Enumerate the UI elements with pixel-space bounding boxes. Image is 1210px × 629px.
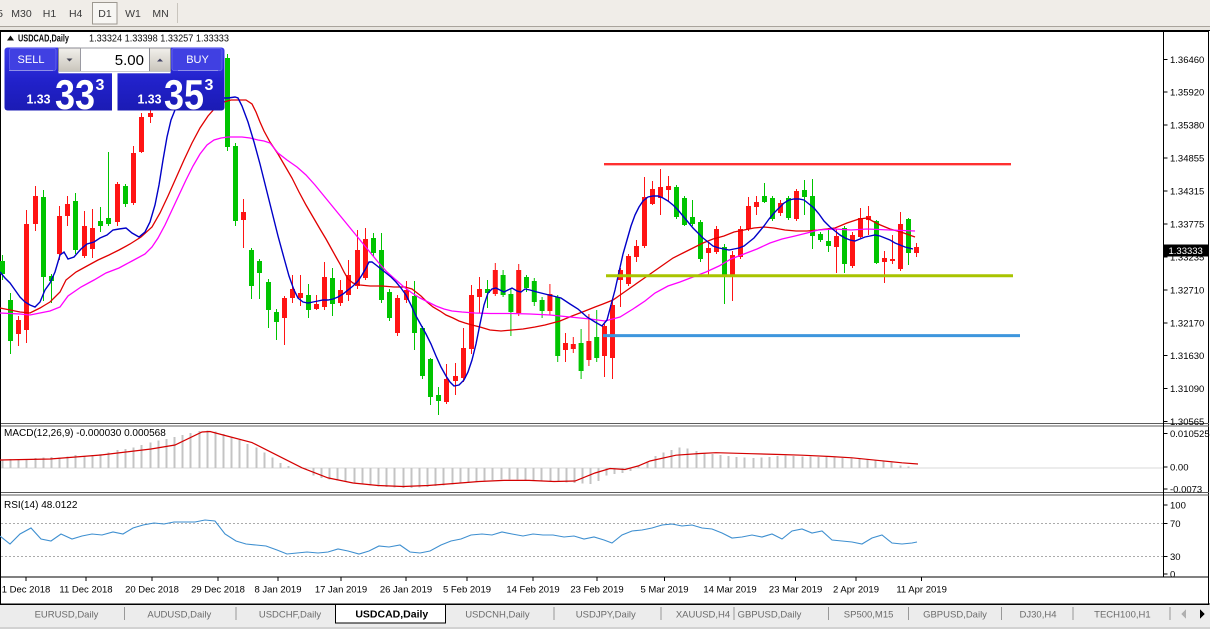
svg-text:5 Mar 2019: 5 Mar 2019 — [640, 585, 688, 596]
svg-text:35: 35 — [164, 71, 204, 118]
svg-text:3: 3 — [205, 77, 214, 94]
svg-text:8 Jan 2019: 8 Jan 2019 — [254, 585, 301, 596]
svg-text:1.31630: 1.31630 — [1170, 351, 1204, 362]
svg-text:1.33775: 1.33775 — [1170, 220, 1204, 231]
svg-text:1.33235: 1.33235 — [1170, 252, 1204, 263]
svg-text:USDCAD,Daily: USDCAD,Daily — [355, 609, 428, 621]
svg-text:23 Mar 2019: 23 Mar 2019 — [769, 585, 822, 596]
svg-text:1.35380: 1.35380 — [1170, 121, 1204, 132]
svg-text:1.33: 1.33 — [138, 92, 162, 107]
svg-text:USDCNH,Daily: USDCNH,Daily — [465, 610, 530, 621]
svg-text:SP500,M15: SP500,M15 — [844, 610, 894, 621]
svg-text:30: 30 — [1170, 552, 1181, 563]
svg-text:2 Apr 2019: 2 Apr 2019 — [833, 585, 879, 596]
svg-text:11 Dec 2018: 11 Dec 2018 — [59, 585, 112, 596]
svg-text:W1: W1 — [125, 8, 141, 20]
svg-text:MACD(12,26,9) -0.000030 0.0005: MACD(12,26,9) -0.000030 0.000568 — [4, 428, 166, 439]
svg-text:BUY: BUY — [186, 54, 209, 66]
svg-text:70: 70 — [1170, 519, 1181, 530]
svg-text:GBPUSD,Daily: GBPUSD,Daily — [923, 610, 987, 621]
svg-text:5: 5 — [0, 8, 3, 20]
svg-text:1.34855: 1.34855 — [1170, 154, 1204, 165]
svg-text:20 Dec 2018: 20 Dec 2018 — [125, 585, 179, 596]
svg-text:M30: M30 — [11, 8, 32, 20]
svg-text:1.35920: 1.35920 — [1170, 88, 1204, 99]
svg-text:0.010525: 0.010525 — [1170, 429, 1210, 440]
svg-text:1.32710: 1.32710 — [1170, 285, 1204, 296]
svg-text:EURUSD,Daily: EURUSD,Daily — [35, 610, 99, 621]
svg-text:D1: D1 — [98, 8, 112, 20]
svg-text:SELL: SELL — [18, 54, 45, 66]
svg-text:17 Jan 2019: 17 Jan 2019 — [315, 585, 367, 596]
svg-text:1.32170: 1.32170 — [1170, 318, 1204, 329]
svg-text:USDJPY,Daily: USDJPY,Daily — [576, 610, 636, 621]
svg-text:100: 100 — [1170, 501, 1186, 512]
svg-text:11 Apr 2019: 11 Apr 2019 — [896, 585, 947, 596]
svg-text:USDCHF,Daily: USDCHF,Daily — [259, 610, 322, 621]
svg-text:26 Jan 2019: 26 Jan 2019 — [380, 585, 432, 596]
svg-text:TECH100,H1: TECH100,H1 — [1094, 610, 1151, 621]
svg-text:XAUUSD,H4: XAUUSD,H4 — [676, 610, 730, 621]
svg-text:1.31090: 1.31090 — [1170, 384, 1204, 395]
svg-text:1.33: 1.33 — [27, 92, 51, 107]
svg-text:23 Feb 2019: 23 Feb 2019 — [570, 585, 623, 596]
svg-text:0: 0 — [1170, 570, 1175, 581]
svg-text:0.00: 0.00 — [1170, 463, 1189, 474]
svg-text:14 Feb 2019: 14 Feb 2019 — [506, 585, 559, 596]
svg-text:1.36460: 1.36460 — [1170, 55, 1204, 66]
svg-text:MN: MN — [152, 8, 168, 20]
svg-text:5.00: 5.00 — [115, 52, 144, 69]
svg-text:-0.0073: -0.0073 — [1170, 485, 1202, 496]
svg-text:1.34315: 1.34315 — [1170, 187, 1204, 198]
svg-text:29 Dec 2018: 29 Dec 2018 — [191, 585, 245, 596]
svg-text:14 Mar 2019: 14 Mar 2019 — [703, 585, 756, 596]
svg-text:3: 3 — [96, 77, 105, 94]
svg-text:AUDUSD,Daily: AUDUSD,Daily — [147, 610, 211, 621]
svg-text:1 Dec 2018: 1 Dec 2018 — [2, 585, 51, 596]
svg-text:DJ30,H4: DJ30,H4 — [1020, 610, 1057, 621]
svg-text:H1: H1 — [43, 8, 57, 20]
svg-text:1.33324 1.33398 1.33257 1.3333: 1.33324 1.33398 1.33257 1.33333 — [89, 33, 229, 45]
svg-text:1.30565: 1.30565 — [1170, 417, 1204, 428]
svg-text:33: 33 — [55, 71, 95, 118]
svg-text:GBPUSD,Daily: GBPUSD,Daily — [738, 610, 802, 621]
svg-text:H4: H4 — [69, 8, 83, 20]
svg-text:USDCAD,Daily: USDCAD,Daily — [18, 33, 69, 45]
svg-text:5 Feb 2019: 5 Feb 2019 — [443, 585, 491, 596]
svg-text:RSI(14) 48.0122: RSI(14) 48.0122 — [4, 500, 78, 511]
svg-text:1.33333: 1.33333 — [1169, 246, 1203, 257]
